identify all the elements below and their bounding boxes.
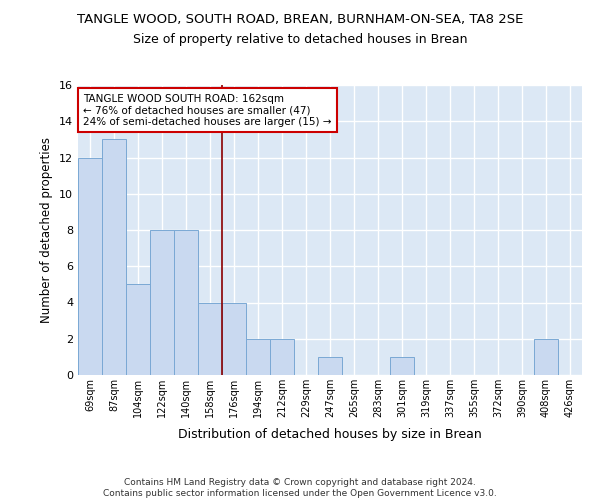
Bar: [270, 339, 294, 375]
Bar: [246, 339, 270, 375]
Text: TANGLE WOOD, SOUTH ROAD, BREAN, BURNHAM-ON-SEA, TA8 2SE: TANGLE WOOD, SOUTH ROAD, BREAN, BURNHAM-…: [77, 12, 523, 26]
Text: Contains HM Land Registry data © Crown copyright and database right 2024.
Contai: Contains HM Land Registry data © Crown c…: [103, 478, 497, 498]
Bar: [174, 230, 198, 375]
Bar: [222, 302, 246, 375]
Bar: [390, 357, 414, 375]
X-axis label: Distribution of detached houses by size in Brean: Distribution of detached houses by size …: [178, 428, 482, 442]
Bar: [198, 302, 222, 375]
Bar: [126, 284, 150, 375]
Text: Size of property relative to detached houses in Brean: Size of property relative to detached ho…: [133, 32, 467, 46]
Bar: [150, 230, 174, 375]
Bar: [534, 339, 558, 375]
Bar: [78, 158, 102, 375]
Text: TANGLE WOOD SOUTH ROAD: 162sqm
← 76% of detached houses are smaller (47)
24% of : TANGLE WOOD SOUTH ROAD: 162sqm ← 76% of …: [83, 94, 332, 127]
Bar: [102, 140, 126, 375]
Y-axis label: Number of detached properties: Number of detached properties: [40, 137, 53, 323]
Bar: [318, 357, 342, 375]
